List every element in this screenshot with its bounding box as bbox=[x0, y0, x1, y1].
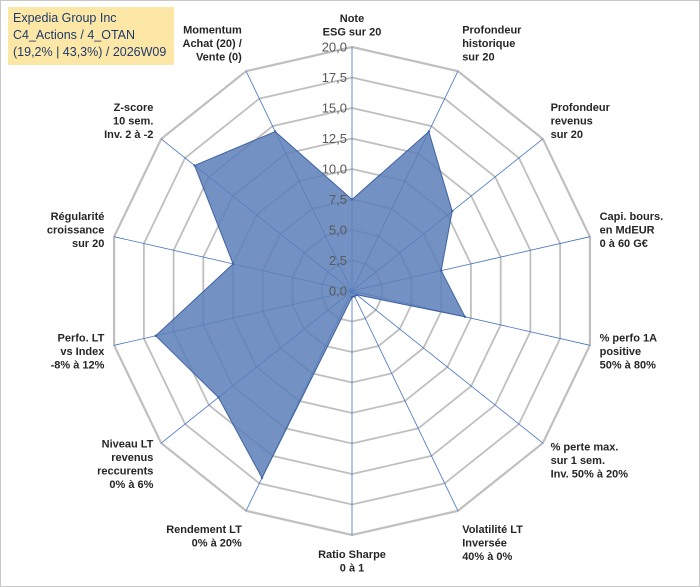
data-series-area bbox=[154, 130, 466, 479]
axis-label: Z-score 10 sem. Inv. 2 à -2 bbox=[104, 102, 153, 141]
data-point bbox=[274, 130, 277, 133]
data-point bbox=[231, 262, 235, 266]
axis-label: Rendement LT 0% à 20% bbox=[166, 524, 242, 550]
tick-label: 5,0 bbox=[329, 223, 347, 238]
tick-label: 0,0 bbox=[329, 284, 347, 299]
data-point bbox=[353, 295, 356, 298]
axis-label: Régularité croissance sur 20 bbox=[47, 211, 104, 250]
tick-label: 15,0 bbox=[322, 101, 347, 116]
data-point bbox=[154, 334, 157, 337]
axis-label: Profondeur historique sur 20 bbox=[462, 25, 522, 64]
data-point bbox=[463, 315, 467, 318]
tick-label: 12,5 bbox=[322, 131, 347, 146]
data-point bbox=[350, 295, 354, 299]
tick-label: 2,5 bbox=[329, 253, 347, 268]
axis-spoke bbox=[351, 290, 544, 444]
data-point bbox=[350, 198, 354, 201]
data-point bbox=[217, 396, 220, 399]
data-point bbox=[451, 209, 454, 213]
tick-label: 17,5 bbox=[322, 70, 347, 85]
axis-label: Niveau LT revenus reccurents 0% à 6% bbox=[97, 439, 154, 492]
data-point bbox=[193, 164, 196, 167]
axis-label: Perfo. LT vs Index -8% à 12% bbox=[51, 332, 106, 371]
axis-label: Capi. bours. en MdEUR 0 à 60 G€ bbox=[600, 211, 664, 250]
data-point bbox=[440, 269, 443, 272]
company-name: Expedia Group Inc bbox=[13, 11, 117, 25]
data-point bbox=[260, 476, 264, 480]
stats-label: (19,2% | 43,3%) / 2026W09 bbox=[13, 45, 167, 59]
axis-label: % perte max. sur 1 sem. Inv. 50% à 20% bbox=[551, 442, 629, 481]
tick-label: 10,0 bbox=[322, 162, 347, 177]
axis-label: Volatilité LT Inversée 40% à 0% bbox=[462, 524, 523, 563]
axis-label: Note ESG sur 20 bbox=[323, 13, 382, 39]
axis-spoke bbox=[351, 290, 459, 511]
chart-title-box: Expedia Group Inc C4_Actions / 4_OTAN (1… bbox=[8, 7, 174, 65]
axis-label: Momentum Achat (20) / Vente (0) bbox=[183, 25, 243, 64]
tick-label: 7,5 bbox=[329, 192, 347, 207]
axis-label: Profondeur revenus sur 20 bbox=[551, 102, 611, 141]
tick-label: 20,0 bbox=[322, 40, 347, 55]
axis-label: % perfo 1A positive 50% à 80% bbox=[600, 332, 658, 371]
category-label: C4_Actions / 4_OTAN bbox=[13, 28, 136, 42]
data-point bbox=[355, 293, 358, 296]
axis-label: Ratio Sharpe 0 à 1 bbox=[318, 549, 386, 575]
data-point bbox=[427, 130, 430, 133]
